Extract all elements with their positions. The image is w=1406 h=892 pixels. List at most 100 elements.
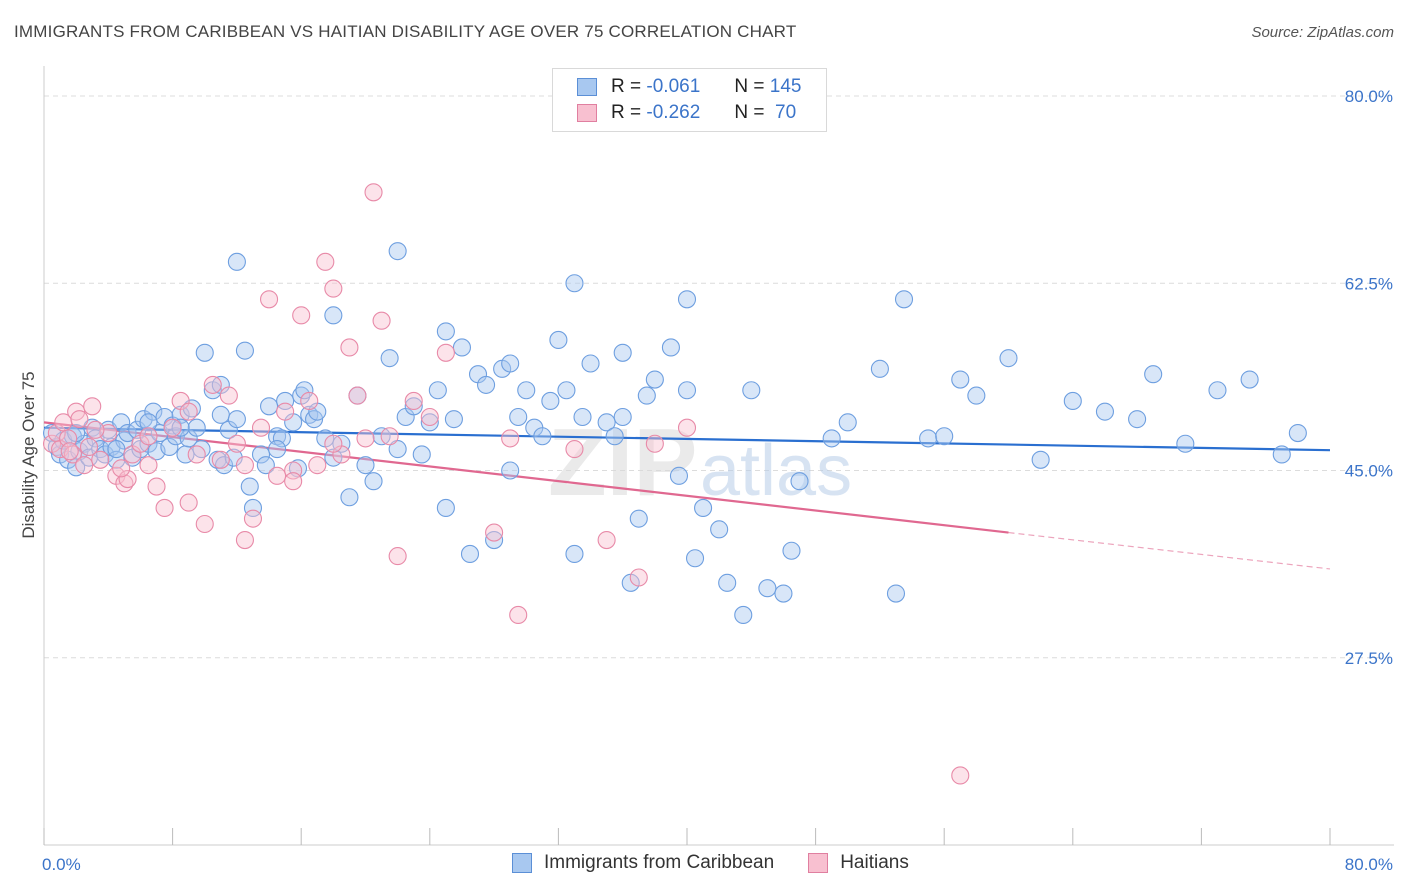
caribbean-point [894, 290, 914, 309]
haitians-point [629, 568, 648, 587]
caribbean-point [718, 573, 737, 592]
caribbean-point [870, 359, 889, 378]
haitians-point [227, 434, 246, 453]
caribbean-point [782, 541, 801, 560]
haitians-point [139, 427, 158, 446]
haitians-point [75, 456, 94, 475]
haitians-point [219, 386, 238, 405]
haitians-point [645, 434, 664, 453]
caribbean-point [565, 544, 584, 564]
caribbean-point [243, 498, 263, 518]
caribbean-point [790, 472, 809, 491]
caribbean-point [404, 397, 423, 416]
caribbean-point [268, 440, 287, 459]
caribbean-point [533, 427, 552, 446]
caribbean-point [412, 445, 431, 464]
caribbean-point [227, 252, 246, 271]
haitians-point [300, 391, 319, 411]
caribbean-point [485, 530, 504, 550]
caribbean-point [886, 584, 906, 603]
caribbean-point [211, 405, 230, 424]
haitians-point [179, 493, 198, 512]
caribbean-point [677, 381, 697, 400]
caribbean-point [139, 413, 158, 432]
r-value: -0.061 [646, 76, 701, 97]
caribbean-point [259, 397, 279, 416]
caribbean-point [935, 427, 954, 446]
caribbean-trend-line [43, 426, 1331, 452]
haitians-point [139, 456, 158, 475]
caribbean-point [107, 440, 126, 459]
legend-label-haitians: Haitians [840, 852, 909, 873]
caribbean-point [452, 338, 472, 357]
n-value: 70 [769, 102, 797, 123]
haitians-point [259, 290, 279, 309]
caribbean-point [107, 450, 126, 469]
caribbean-point [251, 445, 271, 464]
haitians-point [340, 338, 359, 357]
haitians-point [91, 450, 110, 469]
caribbean-point [597, 413, 616, 432]
caribbean-point [356, 456, 375, 475]
haitians-point [203, 375, 222, 394]
haitians-point [251, 418, 271, 437]
caribbean-point [549, 330, 568, 350]
caribbean-point [380, 349, 399, 368]
caribbean-point [573, 407, 592, 427]
haitians-point [316, 252, 335, 271]
watermark-zip: ZIP [548, 409, 697, 516]
caribbean-point [1095, 402, 1114, 421]
caribbean-point [160, 437, 179, 457]
caribbean-point [501, 354, 520, 373]
haitians-point [436, 343, 455, 362]
haitians-point [63, 445, 82, 464]
caribbean-point [758, 579, 777, 598]
caribbean-point [557, 381, 576, 400]
caribbean-point [276, 391, 295, 411]
haitians-point [308, 456, 327, 475]
caribbean-point [822, 429, 841, 448]
caribbean-point [669, 466, 689, 485]
caribbean-point [710, 520, 729, 539]
caribbean-point [91, 440, 110, 459]
caribbean-point [144, 402, 163, 421]
caribbean-point [436, 498, 455, 518]
legend-swatch-haitians [577, 104, 597, 122]
haitians-point [597, 530, 616, 550]
haitians-point [195, 514, 214, 534]
caribbean-point [661, 338, 680, 357]
caribbean-point [967, 386, 986, 405]
caribbean-point [951, 370, 970, 389]
haitians-point [243, 509, 263, 528]
caribbean-point [774, 584, 793, 603]
haitians-point [276, 402, 295, 421]
haitians-point [83, 397, 102, 416]
haitians-point [235, 456, 254, 475]
legend-row-haitians: R = -0.262 N = 70 [577, 101, 796, 125]
caribbean-point [256, 456, 275, 475]
caribbean-point [1288, 423, 1307, 443]
caribbean-point [1240, 370, 1259, 389]
caribbean-point [565, 274, 584, 293]
chart-title: IMMIGRANTS FROM CARIBBEAN VS HAITIAN DIS… [14, 22, 797, 41]
caribbean-point [999, 349, 1018, 368]
haitians-point [509, 605, 528, 625]
haitians-point [211, 450, 230, 469]
x-tick-labels: 0.0% 80.0% [42, 855, 1393, 874]
caribbean-point [83, 418, 102, 437]
r-label: R = [611, 76, 642, 97]
haitians-point [284, 461, 303, 480]
y-tick-label: 80.0% [1345, 87, 1393, 106]
caribbean-point [118, 423, 137, 443]
caribbean-point [677, 290, 697, 309]
caribbean-point [340, 488, 359, 507]
legend-swatch-caribbean [512, 853, 532, 873]
haitians-point [364, 183, 383, 202]
caribbean-point [96, 445, 115, 464]
legend-swatch-caribbean [577, 78, 597, 96]
legend-label-caribbean: Immigrants from Caribbean [544, 852, 775, 873]
caribbean-point [235, 341, 254, 360]
r-label: R = [611, 102, 642, 123]
caribbean-point [637, 386, 656, 405]
x-tick-label: 80.0% [1345, 855, 1393, 874]
